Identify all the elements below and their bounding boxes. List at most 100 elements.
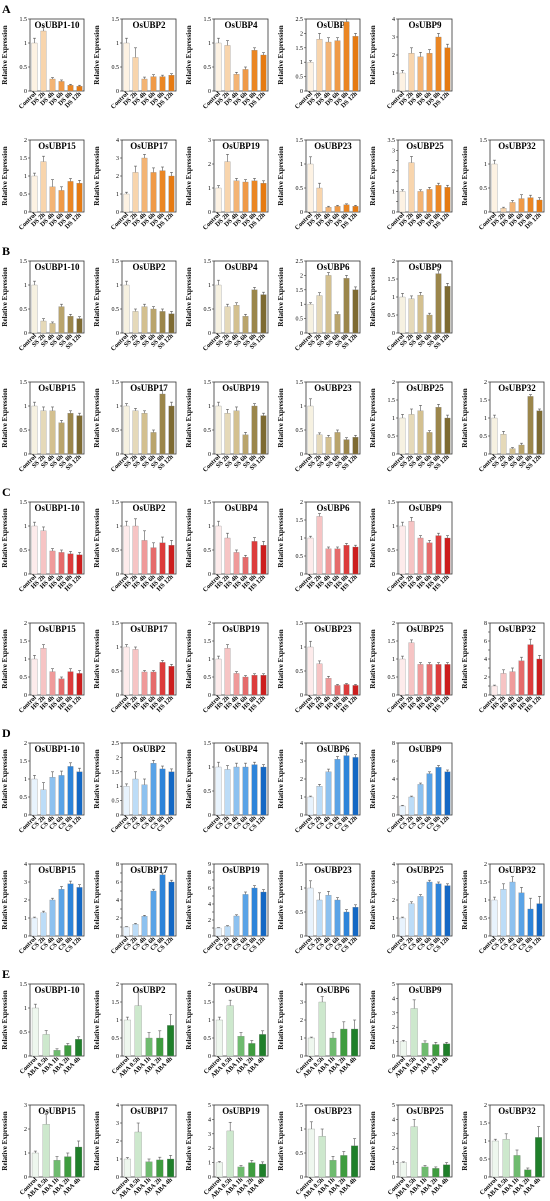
bar <box>518 198 525 213</box>
bar <box>242 557 249 575</box>
bar <box>408 642 415 696</box>
chart-title: OsUBP25 <box>406 383 444 393</box>
bar <box>536 199 543 213</box>
bar <box>40 789 47 816</box>
y-tick-label: 0 <box>300 572 303 578</box>
bar <box>421 1166 429 1178</box>
bar <box>343 204 350 213</box>
bar <box>444 286 451 334</box>
y-tick-label: 0 <box>300 1054 303 1060</box>
chart-title: OsUBP15 <box>38 141 76 151</box>
y-tick-label: 2 <box>392 795 395 801</box>
y-tick-label: 0 <box>392 693 395 699</box>
y-tick-label: 3 <box>300 759 303 765</box>
bar <box>435 883 442 937</box>
plot-frame <box>305 18 361 92</box>
y-tick-label: 0.5 <box>112 669 120 675</box>
bar <box>399 72 406 92</box>
chart-title: OsUBP1-10 <box>35 985 81 995</box>
y-axis-label: Relative Expression <box>185 990 193 1049</box>
bar <box>260 183 267 213</box>
y-tick-label: 0.5 <box>296 75 304 81</box>
bar <box>159 768 166 816</box>
bar <box>316 663 323 696</box>
bar <box>145 1161 153 1178</box>
bar <box>242 766 249 816</box>
bar <box>408 796 415 816</box>
bar <box>417 537 424 575</box>
bar <box>132 57 139 92</box>
panel-letter-D: D <box>2 726 11 740</box>
y-tick-label: 1.5 <box>112 621 120 627</box>
y-tick-label: 0.5 <box>296 186 304 192</box>
bar <box>318 1001 326 1057</box>
bar <box>215 525 222 575</box>
y-axis-label: Relative Expression <box>1 508 9 567</box>
bar <box>435 36 442 92</box>
bar <box>40 30 47 92</box>
bar <box>417 56 424 92</box>
bar <box>426 664 433 696</box>
bar <box>435 767 442 816</box>
y-tick-label: 0 <box>24 813 27 819</box>
bar <box>426 189 433 213</box>
y-tick-label: 2 <box>116 982 119 988</box>
bar <box>260 766 267 816</box>
bar <box>491 417 498 455</box>
chart-title: OsUBP1-10 <box>35 262 81 272</box>
y-axis-label: Relative Expression <box>185 267 193 326</box>
bar <box>410 1008 418 1057</box>
bar <box>307 163 314 213</box>
y-tick-label: 8 <box>208 870 211 876</box>
y-tick-label: 0 <box>392 572 395 578</box>
y-axis-label: Relative Expression <box>1 870 9 929</box>
y-axis-label: Relative Expression <box>277 1111 285 1170</box>
bar <box>132 172 139 213</box>
y-axis-label: Relative Expression <box>369 267 377 326</box>
y-tick-label: 2 <box>24 898 27 904</box>
y-tick-label: 0 <box>24 331 27 337</box>
bar <box>215 1162 223 1178</box>
bar <box>168 175 175 213</box>
bar <box>426 53 433 92</box>
chart-title: OsUBP2 <box>132 262 166 272</box>
y-tick-label: 4 <box>392 862 395 868</box>
chart-title: OsUBP2 <box>132 503 166 513</box>
y-tick-label: 2 <box>392 169 395 175</box>
chart-title: OsUBP6 <box>316 262 350 272</box>
bar <box>444 417 451 455</box>
bar <box>316 786 323 816</box>
bar <box>123 405 130 455</box>
y-tick-label: 0.5 <box>112 1036 120 1042</box>
bar <box>134 1005 142 1057</box>
y-tick-label: 1.5 <box>296 621 304 627</box>
y-axis-label: Relative Expression <box>277 749 285 808</box>
bar <box>123 926 130 937</box>
chart-title: OsUBP4 <box>224 262 258 272</box>
bar <box>58 422 65 455</box>
y-tick-label: 1 <box>484 898 487 904</box>
y-axis-label: Relative Expression <box>461 388 469 447</box>
y-axis-label: Relative Expression <box>93 629 101 688</box>
y-tick-label: 0.5 <box>20 795 28 801</box>
bar <box>248 1043 256 1057</box>
bar <box>500 673 507 696</box>
y-tick-label: 0.5 <box>388 675 396 681</box>
bar <box>307 1128 315 1178</box>
bar <box>167 1158 175 1178</box>
chart-title: OsUBP25 <box>406 865 444 875</box>
y-tick-label: 1.5 <box>112 259 120 265</box>
y-tick-label: 1 <box>392 1040 395 1046</box>
bar <box>233 915 240 937</box>
y-tick-label: 1 <box>392 524 395 530</box>
